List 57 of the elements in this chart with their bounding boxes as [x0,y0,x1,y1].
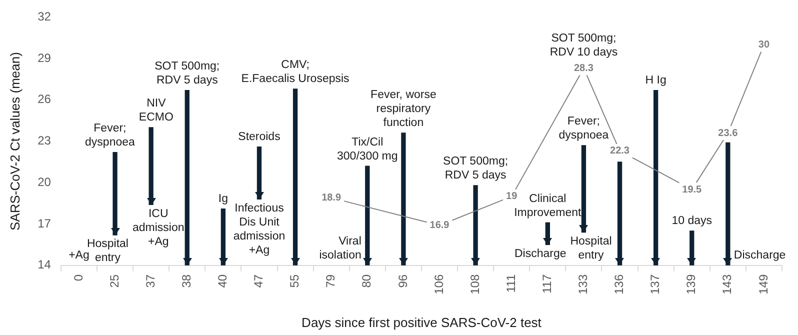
x-tick-label: 117 [540,274,554,294]
x-tick-label: 79 [324,274,338,288]
x-tick-label: 37 [143,274,158,288]
x-tick-label: 47 [252,274,266,288]
annotation: SOT 500mg; RDV 5 days [154,60,220,86]
annotation: Fever, worse respiratory function [370,89,436,130]
x-tick-label: 137 [648,274,662,294]
y-tick-label: 14 [38,258,52,272]
annotation: SOT 500mg; RDV 10 days [550,32,618,58]
data-label: 23.6 [718,128,738,139]
annotation: Ig [218,193,228,206]
annotation: Fever; dyspnoea [558,116,610,142]
y-tick-label: 20 [38,174,52,189]
x-tick-label: 111 [504,274,518,293]
data-label: 16.9 [430,220,450,232]
x-tick-label: 96 [396,274,410,288]
data-label: 19 [506,191,518,202]
annotation: CMV; E.Faecalis Urosepsis [241,59,350,86]
x-tick-label: 149 [756,274,770,294]
x-tick-label: 106 [432,274,446,294]
y-tick-label: 17 [38,216,52,230]
annotation: Discharge [514,248,566,260]
x-tick-label: 143 [720,274,734,294]
x-tick-label: 139 [684,274,698,294]
y-axis-title: SARS-CoV-2 Ct values (mean) [7,52,22,231]
data-label: 22.3 [610,146,630,157]
annotation: Hospital entry [570,235,612,262]
annotation: Discharge [734,250,786,262]
annotation: NIV ECMO [138,98,174,124]
annotation: ICU admission +Ag [132,208,184,248]
x-tick-label: 136 [612,274,626,294]
annotation: Viral isolation [319,236,362,262]
x-tick-label: 25 [107,274,122,288]
y-tick-label: 32 [38,10,52,24]
x-tick-label: 133 [576,274,590,294]
x-tick-label: 38 [179,274,194,288]
annotation: Steroids [238,130,281,143]
data-label: 28.3 [574,62,594,74]
y-tick-label: 26 [38,92,52,106]
data-label: 30 [758,40,770,51]
x-axis-title: Days since first positive SARS-CoV-2 test [302,314,542,330]
x-tick-label: 108 [468,274,482,294]
x-tick-label: 55 [288,274,302,288]
x-tick-label: 40 [215,274,230,288]
data-label: 19.5 [682,184,702,196]
data-label: 18.9 [322,192,342,204]
x-tick-label: 80 [360,274,374,288]
annotation: +Ag [68,250,90,262]
annotation: SOT 500mg; RDV 5 days [443,156,508,182]
x-tick-label: 0 [71,274,86,282]
y-tick-label: 23 [38,134,52,148]
annotation: H Ig [645,74,666,86]
y-tick-label: 29 [38,50,52,65]
annotation: 10 days [672,215,712,228]
annotation: Fever; dyspnoea [85,122,136,148]
annotation: Infectious Dis Unit admission +Ag [233,202,286,256]
annotation: Tix/Cil 300/300 mg [337,136,398,162]
